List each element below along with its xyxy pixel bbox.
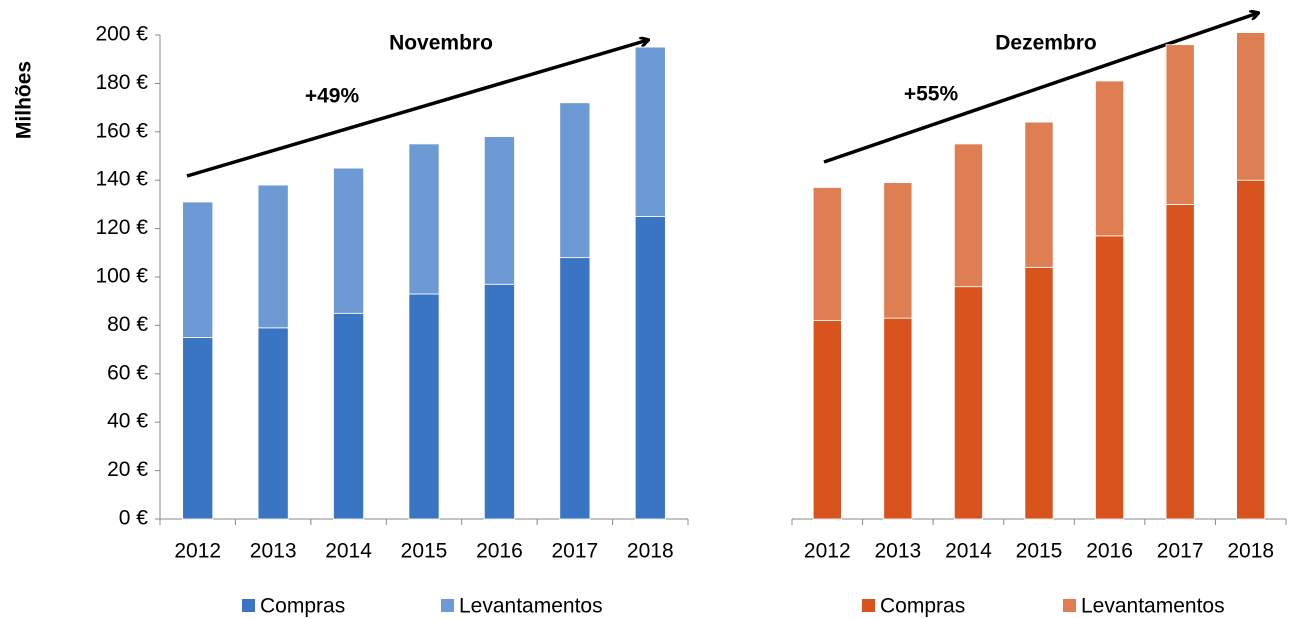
y-tick-label: 80 €	[107, 313, 148, 336]
annotation: +55%	[904, 83, 959, 106]
x-tick-label: 2018	[627, 540, 674, 563]
y-tick-label: 0 €	[119, 507, 149, 530]
legend-label: Levantamentos	[459, 595, 603, 618]
x-tick-label: 2013	[874, 540, 921, 563]
bar-segment	[1095, 235, 1125, 520]
y-tick-label: 160 €	[95, 119, 148, 142]
y-tick-label: 180 €	[95, 71, 148, 94]
bar-segment	[408, 143, 440, 295]
bar-segment	[812, 320, 842, 520]
y-tick-label: 140 €	[95, 168, 148, 191]
bar-segment	[953, 143, 983, 288]
x-tick-label: 2013	[250, 540, 297, 563]
x-tick-label: 2018	[1227, 540, 1274, 563]
trend-arrow	[823, 13, 1258, 164]
legend-swatch	[1063, 599, 1076, 612]
x-tick-label: 2012	[174, 540, 221, 563]
bar-segment	[634, 46, 666, 217]
x-tick-label: 2014	[945, 540, 992, 563]
x-tick-label: 2016	[476, 540, 523, 563]
bar-segment	[1165, 44, 1195, 205]
bar-segment	[257, 184, 289, 329]
bar-segment	[483, 283, 515, 520]
y-tick-label: 100 €	[95, 265, 148, 288]
y-axis-title: Milhões	[13, 61, 36, 139]
bar-segment	[1024, 266, 1054, 520]
legend-swatch	[242, 599, 255, 612]
bar-segment	[1165, 203, 1195, 520]
x-tick-label: 2014	[325, 540, 372, 563]
bar-segment	[483, 136, 515, 285]
x-tick-label: 2015	[1016, 540, 1063, 563]
chart-title: Dezembro	[995, 32, 1097, 55]
x-tick-label: 2017	[1157, 540, 1204, 563]
y-tick-label: 20 €	[107, 458, 148, 481]
bar-segment	[883, 317, 913, 520]
legend-swatch	[441, 599, 454, 612]
bar-segment	[182, 337, 214, 520]
y-tick-label: 120 €	[95, 216, 148, 239]
y-tick-label: 40 €	[107, 410, 148, 433]
bar-segment	[1095, 80, 1125, 237]
bar-segment	[408, 293, 440, 520]
bar-segment	[257, 327, 289, 520]
chart-title: Novembro	[389, 32, 493, 55]
bar-segment	[1024, 121, 1054, 268]
bar-segment	[634, 216, 666, 520]
legend-label: Compras	[880, 595, 965, 618]
bar-segment	[1236, 32, 1266, 181]
legend-swatch	[862, 599, 875, 612]
trend-arrow	[186, 40, 648, 178]
bar-segment	[333, 312, 365, 520]
x-tick-label: 2017	[551, 540, 598, 563]
y-tick-label: 60 €	[107, 361, 148, 384]
annotation: +49%	[305, 85, 360, 108]
bar-segment	[812, 187, 842, 321]
y-tick-label: 200 €	[95, 23, 148, 46]
bar-segment	[333, 167, 365, 314]
x-tick-label: 2016	[1086, 540, 1133, 563]
bar-segment	[182, 201, 214, 338]
bar-segment	[953, 286, 983, 520]
bar-segment	[559, 257, 591, 520]
bar-segment	[559, 102, 591, 259]
legend-label: Compras	[260, 595, 345, 618]
legend-label: Levantamentos	[1081, 595, 1225, 618]
x-tick-label: 2015	[401, 540, 448, 563]
x-tick-label: 2012	[804, 540, 851, 563]
bar-segment	[883, 182, 913, 319]
bar-segment	[1236, 179, 1266, 520]
